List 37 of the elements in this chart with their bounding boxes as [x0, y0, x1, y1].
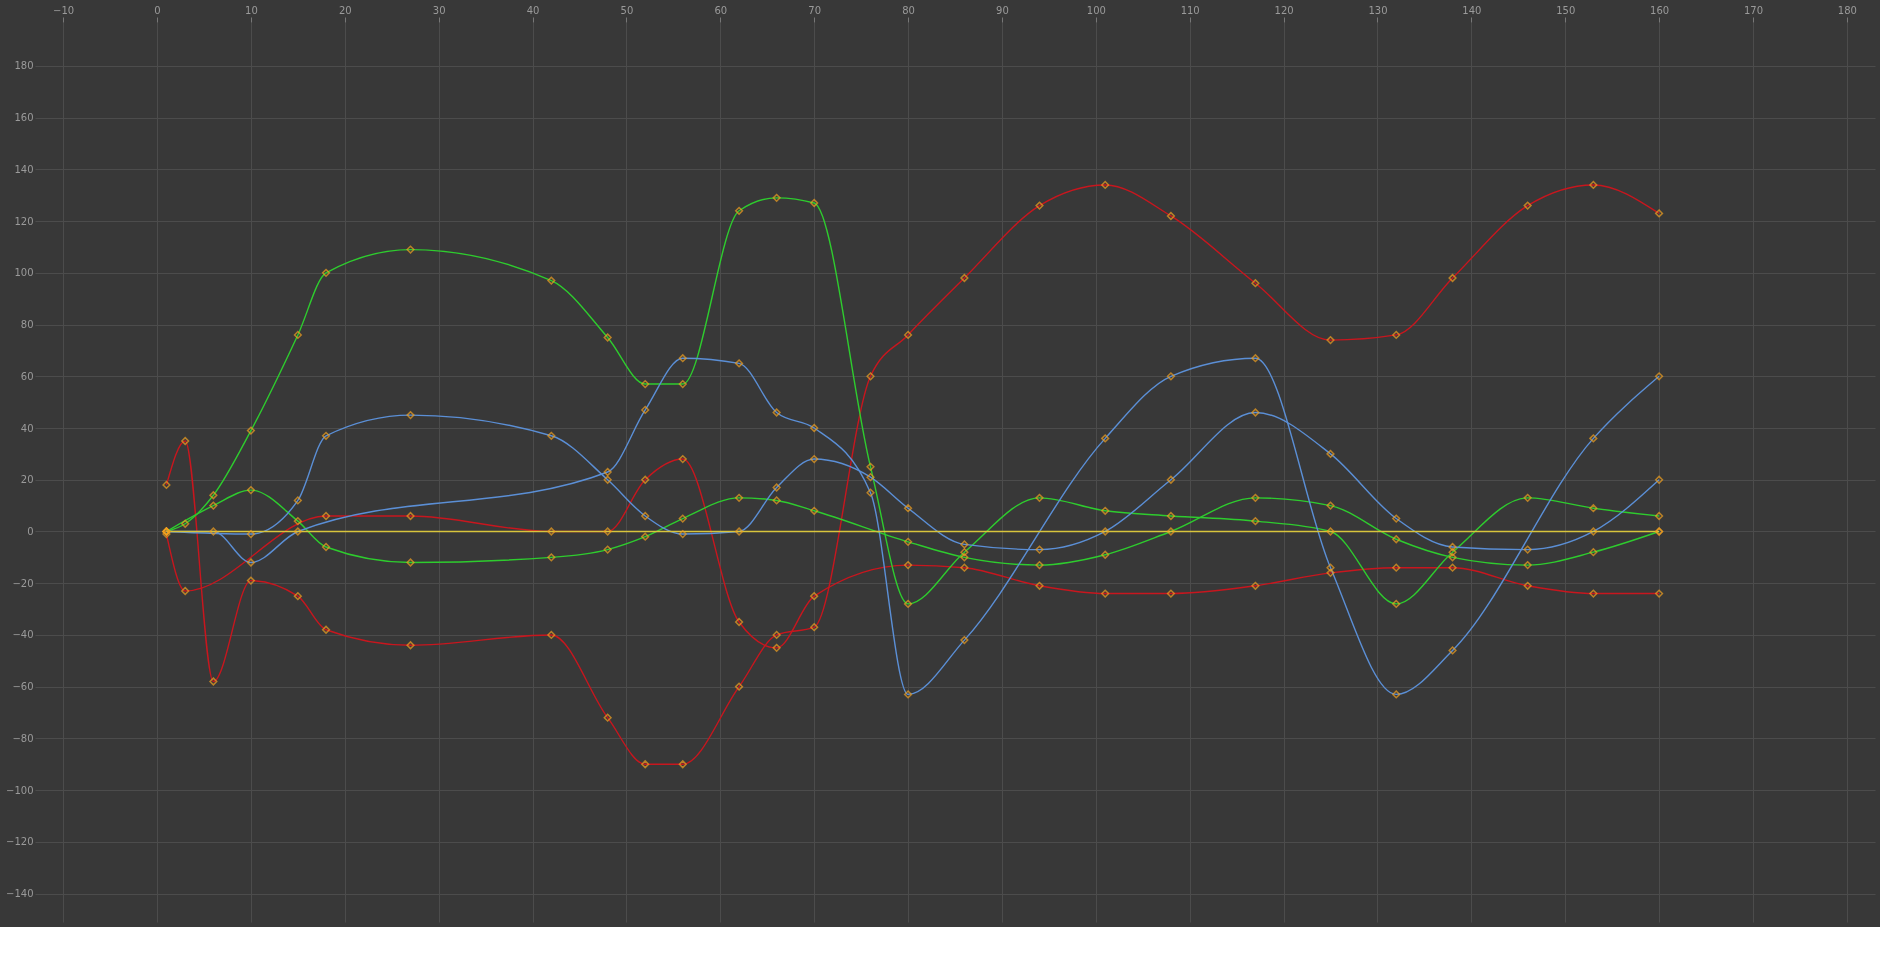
x-tick-label: 140 — [1462, 4, 1482, 16]
x-tick-label: 100 — [1086, 4, 1106, 16]
x-tick-label: 130 — [1368, 4, 1388, 16]
x-tick-label: 180 — [1837, 4, 1857, 16]
x-tick-label: 150 — [1556, 4, 1576, 16]
y-tick-label: −40 — [12, 629, 34, 641]
x-tick-label: 120 — [1274, 4, 1294, 16]
x-tick-label: 70 — [808, 4, 822, 16]
y-tick-label: 100 — [14, 267, 34, 279]
x-tick-label: 160 — [1650, 4, 1670, 16]
y-tick-label: 120 — [14, 215, 34, 227]
x-tick-label: −10 — [53, 4, 75, 16]
x-tick-label: 170 — [1743, 4, 1764, 16]
x-tick-label: 40 — [526, 4, 540, 16]
x-tick-label: 20 — [338, 4, 352, 16]
y-tick-label: −120 — [6, 836, 34, 848]
y-tick-label: 80 — [20, 319, 34, 331]
y-tick-label: 20 — [20, 474, 34, 486]
y-tick-label: 40 — [20, 422, 34, 434]
y-tick-label: −20 — [12, 577, 34, 589]
y-tick-label: 140 — [14, 163, 34, 175]
y-tick-label: −80 — [12, 732, 34, 744]
x-tick-label: 0 — [154, 4, 161, 16]
y-tick-label: 180 — [14, 60, 34, 72]
y-tick-label: 0 — [27, 525, 34, 537]
x-tick-label: 110 — [1180, 4, 1200, 16]
x-tick-label: 90 — [996, 4, 1009, 16]
y-tick-label: −100 — [6, 784, 34, 796]
x-tick-label: 10 — [245, 4, 258, 16]
x-tick-label: 80 — [902, 4, 915, 16]
y-tick-label: −60 — [12, 681, 34, 693]
x-tick-label: 60 — [714, 4, 728, 16]
y-tick-label: 160 — [14, 112, 34, 124]
x-tick-label: 30 — [432, 4, 446, 16]
x-tick-label: 50 — [620, 4, 634, 16]
y-tick-label: 60 — [20, 370, 34, 382]
y-tick-label: −140 — [6, 888, 34, 900]
